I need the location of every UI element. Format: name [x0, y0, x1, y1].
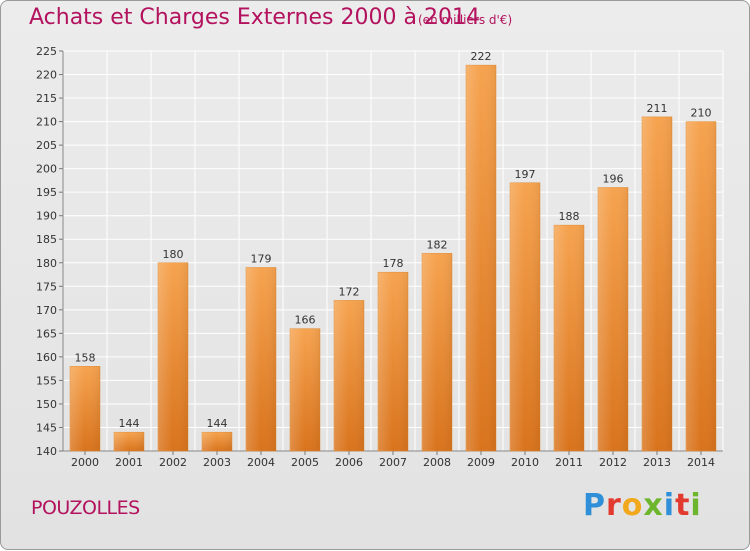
bar-value-label: 211 [647, 102, 668, 115]
bar-shine [290, 328, 320, 451]
y-tick-label: 195 [36, 186, 57, 199]
bar-shine [642, 116, 672, 451]
bar-shine [422, 253, 452, 451]
bar-value-label: 222 [471, 50, 492, 63]
bar-value-label: 179 [251, 252, 272, 265]
y-tick-label: 185 [36, 233, 57, 246]
y-tick-label: 205 [36, 139, 57, 152]
bar-shine [686, 121, 716, 452]
bar-value-label: 178 [383, 257, 404, 270]
bar-shine [378, 272, 408, 451]
bar-shine [246, 267, 276, 451]
bars [69, 64, 717, 452]
x-tick-label: 2007 [379, 456, 407, 469]
x-tick-label: 2010 [511, 456, 539, 469]
y-tick-label: 160 [36, 351, 57, 364]
x-tick-label: 2006 [335, 456, 363, 469]
bar-shine [114, 432, 144, 451]
y-tick-label: 200 [36, 163, 57, 176]
x-tick-label: 2009 [467, 456, 495, 469]
y-tick-label: 150 [36, 398, 57, 411]
x-tick-label: 2000 [71, 456, 99, 469]
bar-value-label: 158 [75, 351, 96, 364]
chart-title: Achats et Charges Externes 2000 à 2014 [29, 5, 480, 30]
chart-subtitle: (en milliers d'€) [418, 13, 513, 27]
y-tick-label: 220 [36, 69, 57, 82]
bar-shine [466, 65, 496, 451]
labels: 1401451501551601651701751801851901952002… [36, 45, 715, 469]
y-tick-label: 215 [36, 92, 57, 105]
x-tick-label: 2012 [599, 456, 627, 469]
bar-value-label: 196 [603, 172, 624, 185]
x-tick-label: 2002 [159, 456, 187, 469]
bar-value-label: 210 [691, 107, 712, 120]
bar-value-label: 197 [515, 168, 536, 181]
bar-value-label: 182 [427, 238, 448, 251]
bar-value-label: 180 [163, 248, 184, 261]
x-tick-label: 2014 [687, 456, 715, 469]
bar-shine [334, 300, 364, 451]
bar-shine [158, 262, 188, 451]
y-tick-label: 175 [36, 280, 57, 293]
bar-value-label: 166 [295, 314, 316, 327]
y-tick-label: 180 [36, 257, 57, 270]
x-tick-label: 2013 [643, 456, 671, 469]
bar-value-label: 144 [119, 417, 140, 430]
bar-shine [598, 187, 628, 451]
bar-shine [70, 366, 100, 451]
y-tick-label: 170 [36, 304, 57, 317]
bar-value-label: 188 [559, 210, 580, 223]
bar-value-label: 144 [207, 417, 228, 430]
y-tick-label: 140 [36, 445, 57, 458]
x-tick-label: 2011 [555, 456, 583, 469]
proxiti-logo: Proxiti [583, 488, 702, 523]
x-tick-label: 2004 [247, 456, 275, 469]
y-tick-label: 155 [36, 374, 57, 387]
bar-shine [202, 432, 232, 451]
y-tick-label: 145 [36, 421, 57, 434]
y-tick-label: 190 [36, 210, 57, 223]
x-tick-label: 2003 [203, 456, 231, 469]
y-tick-label: 225 [36, 45, 57, 58]
x-tick-label: 2001 [115, 456, 143, 469]
x-tick-label: 2005 [291, 456, 319, 469]
bar-shine [510, 182, 540, 451]
y-tick-label: 210 [36, 116, 57, 129]
bar-value-label: 172 [339, 285, 360, 298]
town-name: POUZOLLES [31, 497, 140, 519]
x-tick-label: 2008 [423, 456, 451, 469]
y-tick-label: 165 [36, 327, 57, 340]
bar-shine [554, 225, 584, 451]
